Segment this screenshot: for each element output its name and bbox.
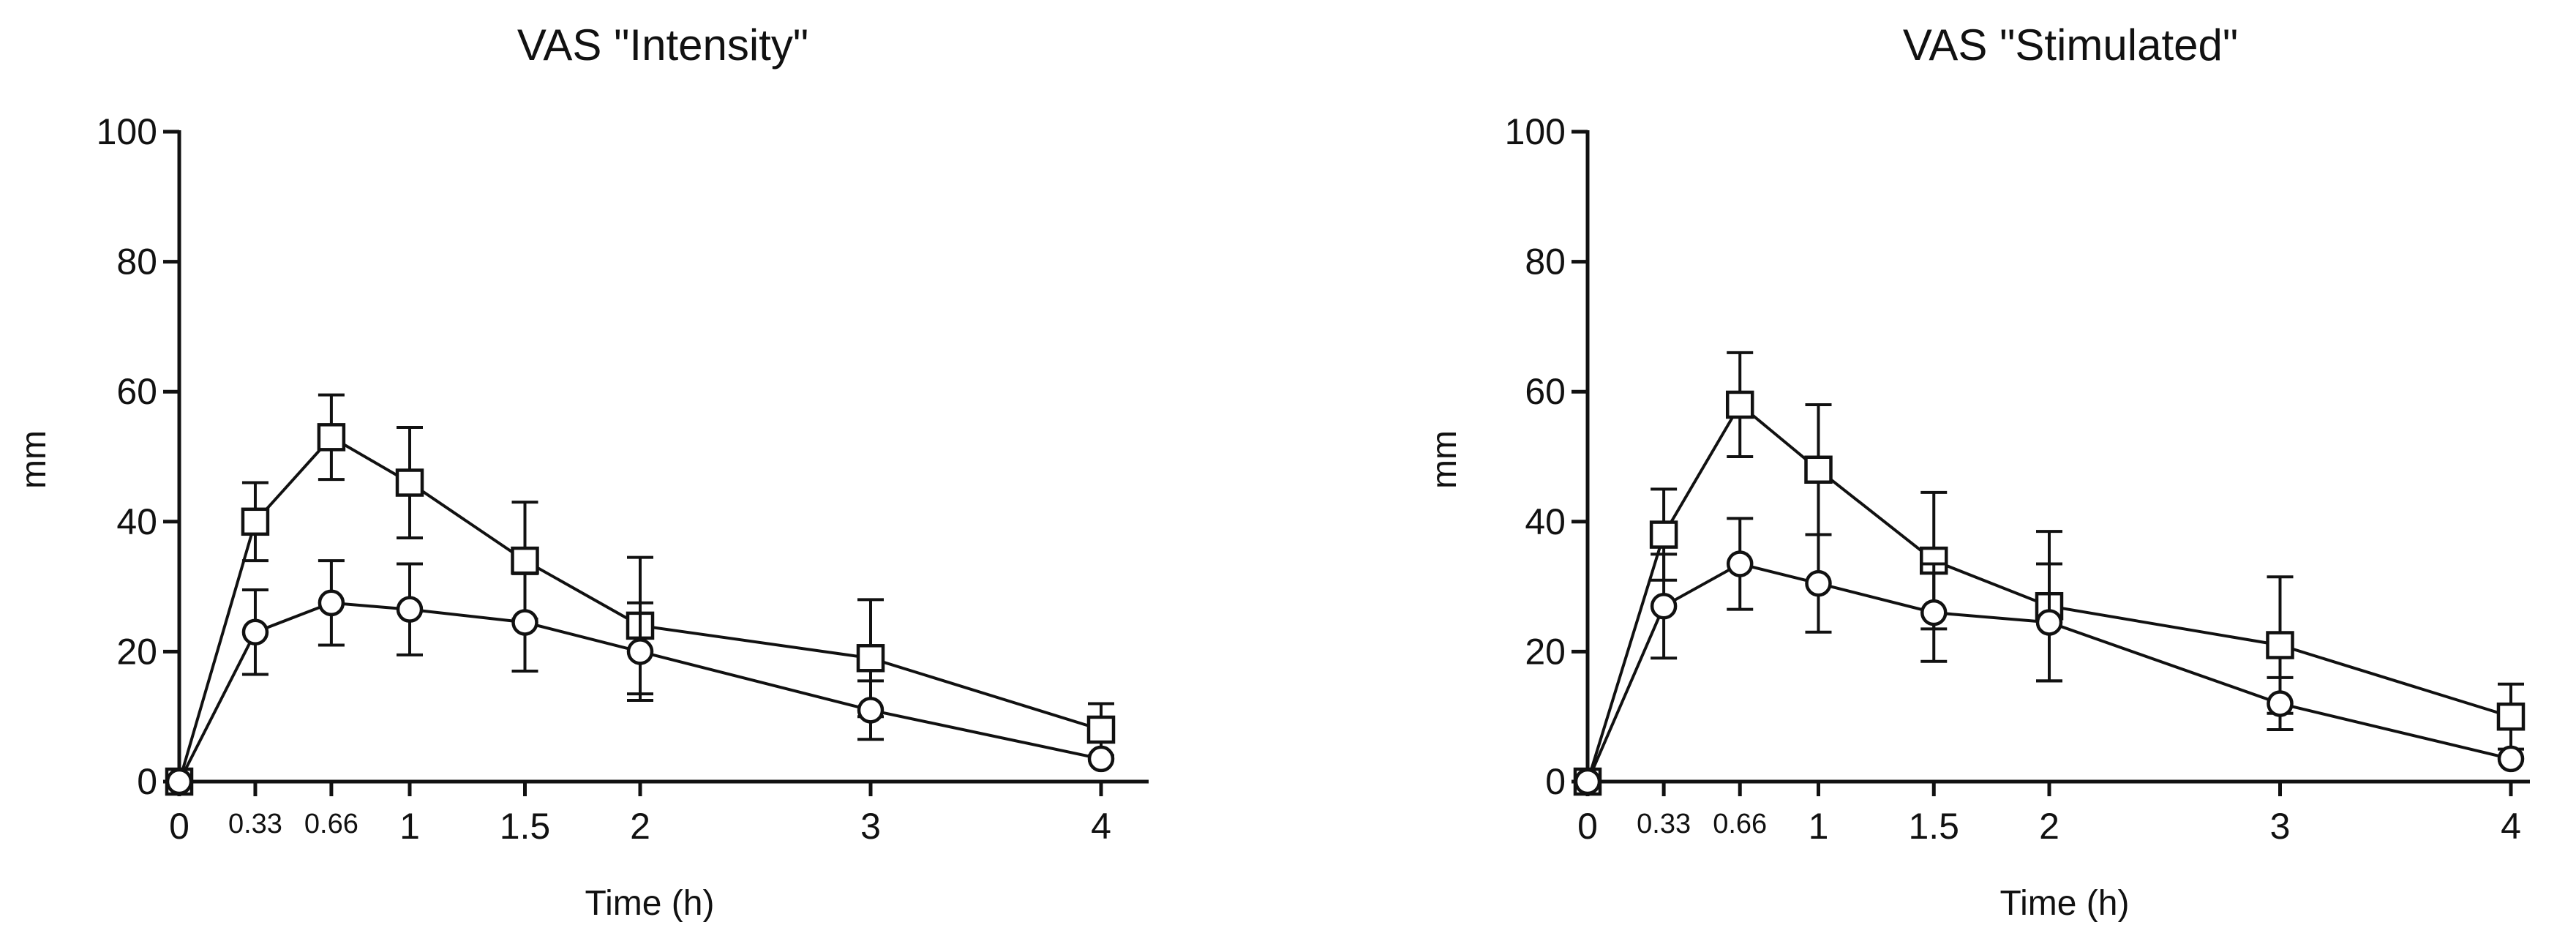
x-tick-label: 3 [2270, 806, 2291, 847]
x-tick-label: 1.5 [500, 806, 551, 847]
data-point-circle [396, 596, 424, 623]
x-tick-label: 2 [2039, 806, 2059, 847]
data-point-square [511, 546, 539, 575]
series-line [1586, 562, 2512, 782]
chart-title: VAS "Stimulated" [1903, 20, 2238, 70]
y-axis-label: mm [1425, 430, 1464, 489]
y-tick-label: 40 [116, 501, 157, 542]
x-tick-label: 4 [2501, 806, 2521, 847]
y-tick-label: 100 [1505, 111, 1566, 152]
data-point-square [2266, 631, 2294, 659]
x-tick-label: 1.5 [1908, 806, 1959, 847]
data-point-circle [165, 768, 193, 796]
data-point-circle [857, 697, 885, 724]
x-tick-label: 1 [399, 806, 420, 847]
series-circle [1574, 517, 2525, 796]
x-tick-label: 1 [1809, 806, 1829, 847]
axes [177, 130, 1149, 784]
x-tick-label: 0 [1577, 806, 1598, 847]
y-tick-label: 40 [1525, 501, 1566, 542]
data-point-square [1649, 520, 1678, 549]
x-tick-label: 3 [860, 806, 881, 847]
x-axis-label: Time (h) [585, 884, 715, 923]
series-square [165, 393, 1116, 796]
x-ticks: 0 0.33 0.66 1 1.5 2 3 4 [1577, 782, 2521, 847]
data-point-square [2496, 702, 2526, 731]
y-tick-label: 80 [1525, 242, 1566, 282]
data-point-square [1804, 455, 1833, 484]
y-ticks: 0 20 40 60 80 100 [1505, 111, 1588, 802]
data-point-circle [1650, 592, 1678, 620]
data-point-circle [2497, 745, 2525, 773]
chart-title: VAS "Intensity" [517, 20, 808, 70]
series-line [178, 601, 1102, 782]
y-tick-label: 60 [1525, 371, 1566, 412]
data-point-square [317, 423, 346, 452]
data-point-circle [318, 589, 345, 617]
y-tick-label: 20 [116, 631, 157, 672]
x-axis-label: Time (h) [2000, 884, 2130, 923]
axes [1585, 130, 2530, 784]
y-tick-label: 100 [97, 111, 157, 152]
data-point-circle [2035, 609, 2063, 636]
x-tick-label: 4 [1091, 806, 1111, 847]
y-tick-label: 20 [1525, 631, 1566, 672]
data-point-circle [1726, 550, 1754, 577]
data-point-circle [511, 609, 538, 636]
x-tick-label: 0.66 [1713, 809, 1767, 839]
x-ticks: 0 0.33 0.66 1 1.5 2 3 4 [169, 782, 1111, 847]
series-line [1586, 402, 2512, 782]
x-tick-label: 0.66 [304, 809, 358, 839]
data-point-circle [2267, 690, 2294, 717]
data-point-circle [241, 618, 269, 646]
y-tick-label: 60 [116, 371, 157, 412]
y-ticks: 0 20 40 60 80 100 [97, 111, 179, 802]
series-circle [165, 559, 1115, 796]
y-tick-label: 0 [137, 761, 157, 802]
data-point-square [241, 507, 270, 536]
chart-panel-intensity: VAS "Intensity" mm Time (h) 020406080100… [15, 20, 1149, 923]
chart-panel-stimulated: VAS "Stimulated" mm Time (h) 02040608010… [1425, 20, 2530, 923]
data-point-circle [1920, 599, 1948, 626]
data-point-square [1086, 715, 1116, 744]
data-point-circle [626, 638, 654, 665]
data-point-square [395, 468, 424, 497]
y-tick-label: 80 [116, 242, 157, 282]
x-tick-label: 0.33 [1637, 809, 1691, 839]
x-tick-label: 2 [630, 806, 650, 847]
data-point-circle [1087, 745, 1115, 773]
data-point-circle [1574, 768, 1601, 796]
plot-series [165, 393, 1116, 796]
x-tick-label: 0 [169, 806, 189, 847]
data-point-square [1725, 390, 1754, 419]
y-tick-label: 0 [1545, 761, 1566, 802]
data-point-circle [1805, 569, 1832, 597]
y-axis-label: mm [15, 430, 53, 489]
x-tick-label: 0.33 [228, 809, 282, 839]
plot-series [1573, 351, 2526, 796]
data-point-square [856, 644, 885, 673]
